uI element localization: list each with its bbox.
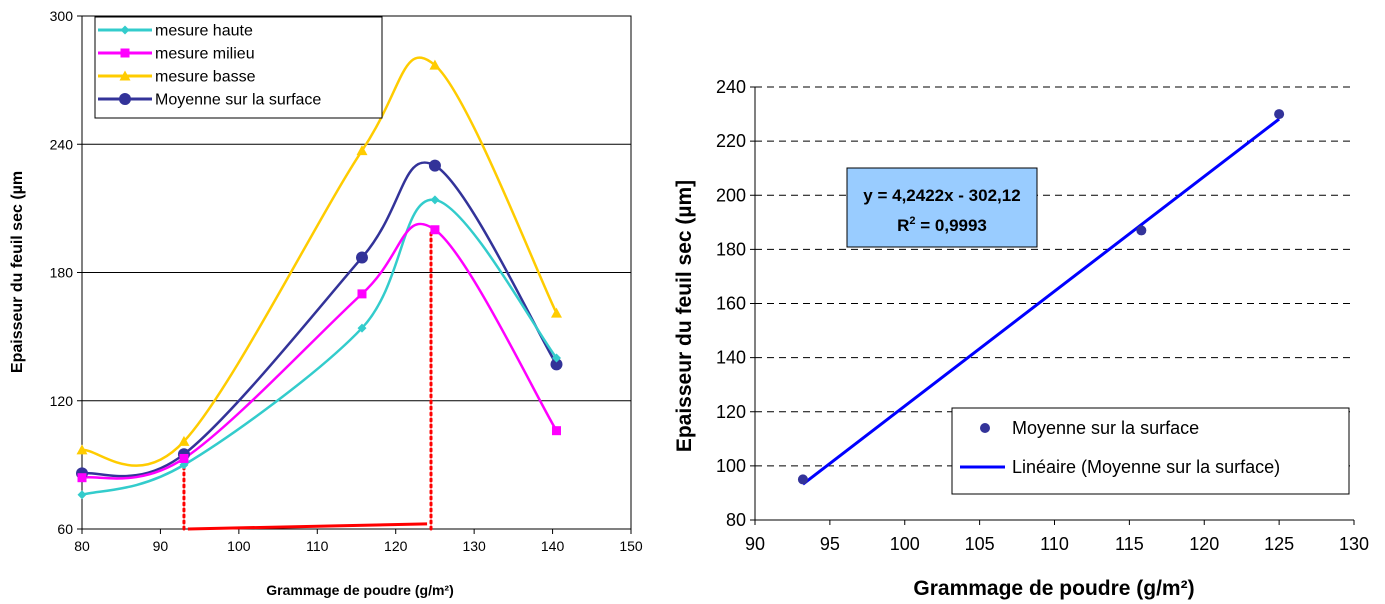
right-legend: Moyenne sur la surface Linéaire (Moyenne … [951, 407, 1350, 495]
right-x-tick-label: 90 [745, 534, 765, 554]
left-legend-swatch-marker [119, 93, 131, 105]
left-x-tick-label: 150 [619, 538, 643, 554]
r-squared-line: R2 = 0,9993 [897, 215, 987, 235]
left-series-line [81, 161, 558, 478]
left-data-point [76, 444, 88, 455]
equation-box: y = 4,2422x - 302,12 R2 = 0,9993 [846, 167, 1038, 248]
left-y-ticks: 60 120 180 240 300 [50, 8, 82, 537]
right-y-tick-label: 120 [716, 402, 746, 422]
right-data-point [1136, 225, 1147, 236]
left-data-point [178, 435, 190, 446]
right-x-ticks: 90 95 100 105 110 115 120 125 130 [745, 520, 1369, 554]
left-data-point [551, 353, 561, 363]
right-x-axis-title: Grammage de poudre (g/m²) [913, 577, 1194, 600]
left-legend-swatch-marker [119, 70, 131, 81]
left-legend-swatch-marker [120, 48, 130, 58]
right-legend-label-points: Moyenne sur la surface [1012, 418, 1199, 438]
right-y-tick-label: 220 [716, 131, 746, 151]
left-x-tick-label: 140 [541, 538, 565, 554]
chart-right: 80 100 120 140 160 180 200 220 240 90 95 100 105 110… [660, 0, 1385, 604]
left-data-point [357, 289, 367, 299]
left-data-point [355, 251, 368, 264]
right-legend-box [951, 407, 1350, 495]
left-x-tick-label: 80 [74, 538, 90, 554]
left-y-tick-label: 60 [57, 521, 73, 537]
red-range-segment [187, 522, 428, 531]
left-y-tick-label: 120 [50, 393, 74, 409]
right-legend-label-trendline: Linéaire (Moyenne sur la surface) [1012, 457, 1280, 477]
left-data-point [428, 159, 441, 172]
left-data-point [179, 453, 189, 463]
right-y-tick-label: 140 [716, 348, 746, 368]
left-data-point [430, 195, 440, 205]
left-series-line [81, 56, 558, 467]
left-data-point [551, 426, 561, 436]
right-x-tick-label: 105 [965, 534, 995, 554]
right-y-tick-label: 160 [716, 294, 746, 314]
r-squared-prefix: R [897, 216, 909, 235]
left-legend-label: mesure haute [155, 23, 253, 40]
left-x-ticks: 80 90 100 110 120 130 140 150 [74, 529, 643, 554]
left-y-axis-title: Epaisseur du feuil sec (µm [9, 171, 26, 373]
right-x-tick-label: 110 [1040, 534, 1069, 554]
right-data-point [1274, 109, 1285, 120]
left-data-point [77, 490, 87, 500]
left-series-line [81, 198, 558, 497]
left-y-tick-label: 240 [50, 136, 74, 152]
left-annotations [182, 228, 433, 531]
right-trendline-group [802, 117, 1281, 486]
left-gridlines [82, 143, 631, 402]
left-legend-label: mesure basse [155, 69, 256, 86]
left-data-point [356, 145, 368, 156]
left-x-tick-label: 110 [306, 538, 329, 554]
right-x-tick-label: 115 [1115, 534, 1144, 554]
equation-line: y = 4,2422x - 302,12 [863, 186, 1020, 205]
left-legend-swatch-marker [120, 25, 130, 35]
left-data-point [550, 307, 562, 318]
left-legend-box [94, 16, 383, 119]
right-y-axis-title: Epaisseur du feuil sec (µm] [673, 180, 696, 452]
right-x-tick-label: 125 [1264, 534, 1294, 554]
left-legend: mesure haute mesure milieu mesure basse Moy… [94, 16, 383, 119]
chart-left: 60 120 180 240 300 80 90 100 110 120 130 140 150 me… [0, 0, 660, 604]
left-y-tick-label: 300 [50, 8, 74, 24]
left-x-tick-label: 100 [227, 538, 251, 554]
right-y-ticks: 80 100 120 140 160 180 200 220 240 [716, 77, 755, 530]
right-x-tick-label: 95 [820, 534, 840, 554]
chart-right-svg: 80 100 120 140 160 180 200 220 240 90 95 100 105 110… [673, 77, 1369, 600]
right-y-tick-label: 240 [716, 77, 746, 97]
right-x-tick-label: 120 [1189, 534, 1219, 554]
left-legend-label: mesure milieu [155, 46, 255, 63]
left-y-tick-label: 180 [50, 265, 74, 281]
left-series-line [81, 222, 558, 480]
right-legend-point-swatch [980, 423, 990, 433]
left-x-tick-label: 130 [462, 538, 486, 554]
left-data-point [77, 473, 87, 483]
right-x-tick-label: 130 [1339, 534, 1369, 554]
left-data-point [550, 358, 563, 371]
r-squared-sup: 2 [909, 215, 915, 227]
left-x-tick-label: 90 [153, 538, 169, 554]
left-x-axis-title: Grammage de poudre (g/m²) [266, 582, 453, 598]
equation-box-bg [846, 167, 1038, 248]
chart-left-svg: 60 120 180 240 300 80 90 100 110 120 130 140 150 me… [9, 8, 643, 598]
left-data-point [429, 59, 441, 70]
r-squared-value: = 0,9993 [916, 216, 987, 235]
left-legend-label: Moyenne sur la surface [155, 92, 321, 109]
left-data-point [430, 225, 440, 235]
left-series [76, 56, 563, 500]
right-data-point [797, 474, 808, 485]
right-y-tick-label: 80 [726, 510, 746, 530]
right-x-tick-label: 100 [890, 534, 920, 554]
linear-trendline [802, 117, 1281, 486]
right-y-tick-label: 200 [716, 185, 746, 205]
right-points [797, 109, 1285, 485]
right-y-tick-label: 180 [716, 239, 746, 259]
left-x-tick-label: 120 [384, 538, 408, 554]
right-y-tick-label: 100 [716, 456, 746, 476]
left-data-point [357, 323, 367, 333]
